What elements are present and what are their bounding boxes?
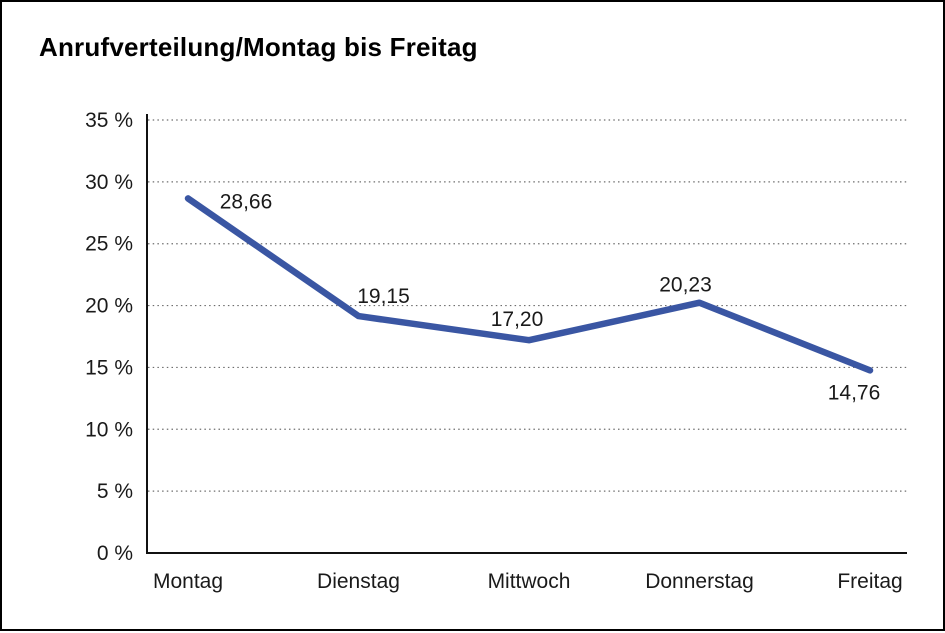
x-category-label: Donnerstag	[645, 570, 754, 593]
data-value-label: 14,76	[828, 381, 881, 404]
data-value-label: 17,20	[491, 308, 544, 331]
x-category-label: Montag	[153, 570, 223, 593]
data-value-label: 28,66	[220, 190, 273, 213]
data-value-label: 19,15	[357, 285, 410, 308]
y-tick-label: 0 %	[97, 542, 133, 565]
y-tick-label: 25 %	[85, 233, 133, 256]
x-category-label: Freitag	[837, 570, 902, 593]
x-category-label: Mittwoch	[488, 570, 571, 593]
series-line	[184, 195, 874, 374]
chart-title: Anrufverteilung/Montag bis Freitag	[39, 32, 478, 62]
x-category-label: Dienstag	[317, 570, 400, 593]
y-tick-label: 15 %	[85, 356, 133, 379]
y-tick-label: 20 %	[85, 295, 133, 318]
data-value-label: 20,23	[659, 274, 712, 297]
y-tick-label: 10 %	[85, 418, 133, 441]
y-tick-label: 30 %	[85, 171, 133, 194]
y-tick-label: 5 %	[97, 480, 133, 503]
y-tick-label: 35 %	[85, 109, 133, 132]
